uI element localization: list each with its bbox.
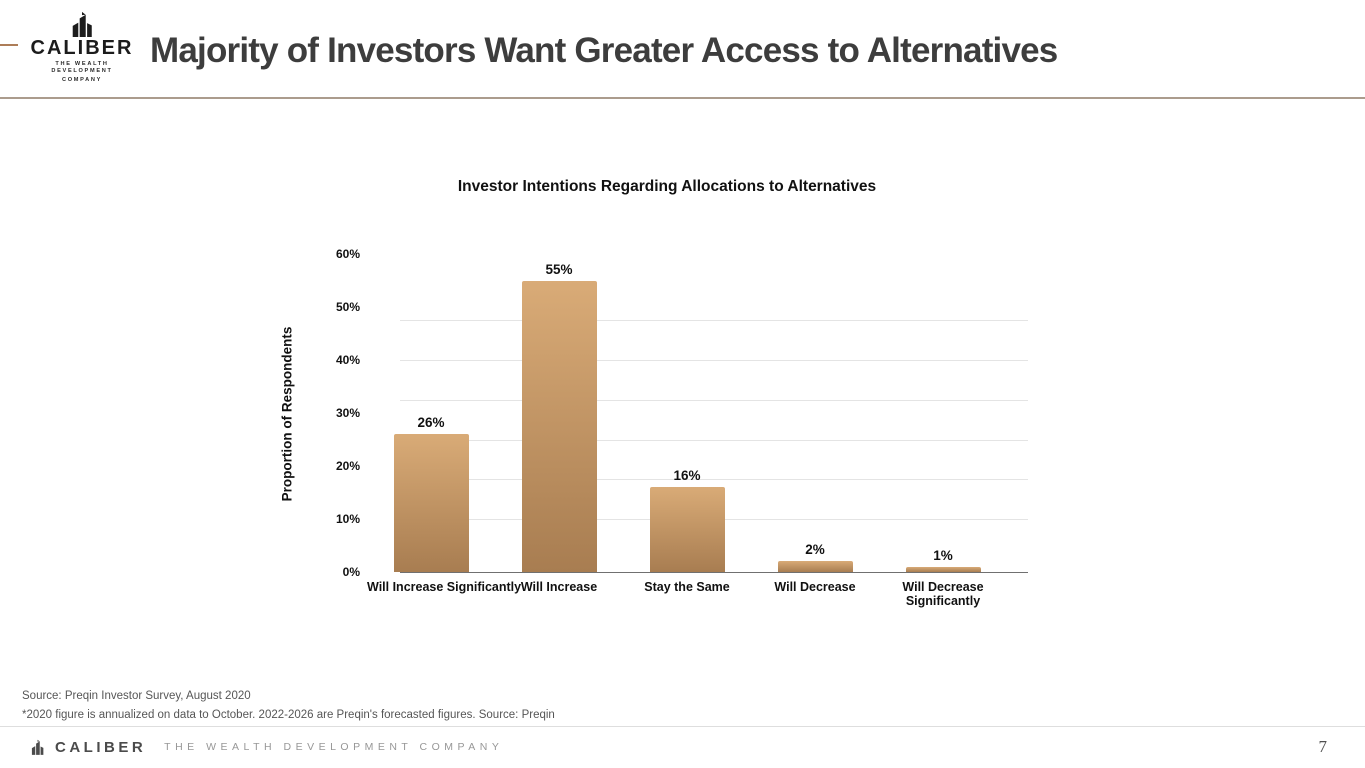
bar-value-label: 55%: [545, 261, 573, 277]
bar: [649, 487, 725, 572]
gridline: [400, 360, 1028, 361]
bar-value-label: 1%: [933, 547, 953, 563]
y-tick-label: 20%: [335, 459, 360, 473]
bar: [521, 280, 597, 572]
bar-value-label: 2%: [805, 542, 825, 558]
logo-tagline-line2: COMPANY: [61, 77, 103, 83]
chart-title: Investor Intentions Regarding Allocation…: [457, 178, 877, 195]
caliber-logo: CALIBER THE WEALTH DEVELOPMENT COMPANY: [24, 11, 140, 84]
bars-row: 26% 55% 16% 2% 1%: [367, 254, 1007, 572]
bar: [393, 434, 469, 572]
category-label: Will Decrease Significantly: [902, 580, 984, 608]
y-axis-title: Proportion of Respondents: [279, 326, 295, 502]
gridline: [400, 399, 1028, 401]
bar-slot: 55%: [495, 254, 623, 572]
buildings-icon: [72, 11, 92, 37]
footnote-line: Source: Preqin Investor Survey, August 2…: [22, 690, 251, 702]
footnote-line: *2020 figure is annualized on data to Oc…: [22, 709, 555, 721]
y-tick-label: 30%: [335, 406, 360, 420]
gridline: [400, 439, 1028, 441]
page-number: 7: [1318, 737, 1328, 756]
header-divider: [0, 97, 1365, 99]
footer-brand: CALIBER: [55, 738, 147, 756]
y-tick-label: 10%: [335, 512, 360, 526]
bar: [905, 566, 981, 572]
bar-slot: 16%: [623, 254, 751, 572]
footer-tagline: THE WEALTH DEVELOPMENT COMPANY: [164, 741, 504, 753]
category-label: Stay the Same: [644, 580, 730, 594]
category-labels-row: Will Increase Significantly Will Increase…: [367, 580, 1007, 608]
logo-tagline-line1: THE WEALTH DEVELOPMENT: [51, 61, 113, 74]
logo-wordmark: CALIBER: [30, 37, 134, 59]
plot-area: 26% 55% 16% 2% 1% Will Increase Significantl…: [336, 247, 1028, 608]
gridline: [400, 479, 1028, 481]
y-tick-label: 50%: [335, 300, 360, 314]
gridline: [400, 320, 1028, 322]
y-tick-label: 60%: [335, 247, 360, 261]
bar-slot: 1%: [879, 254, 1007, 572]
footer-bar: CALIBER THE WEALTH DEVELOPMENT COMPANY 7: [0, 726, 1365, 767]
bar-slot: 2%: [751, 254, 879, 572]
accent-dash: [0, 44, 18, 46]
category-label: Will Increase: [520, 580, 598, 594]
buildings-icon: [31, 739, 44, 755]
category-label: Will Increase Significantly: [367, 580, 522, 594]
y-tick-label: 0%: [342, 565, 360, 579]
y-tick-label: 40%: [335, 353, 360, 367]
bar-value-label: 16%: [673, 468, 701, 484]
x-axis-line: [400, 571, 1028, 573]
page-title: Majority of Investors Want Greater Acces…: [150, 31, 1058, 70]
category-label: Will Decrease: [774, 580, 856, 594]
bar-value-label: 26%: [417, 415, 445, 431]
bar: [777, 561, 853, 572]
bar-slot: 26%: [367, 254, 495, 572]
footnotes: Source: Preqin Investor Survey, August 2…: [22, 687, 555, 725]
